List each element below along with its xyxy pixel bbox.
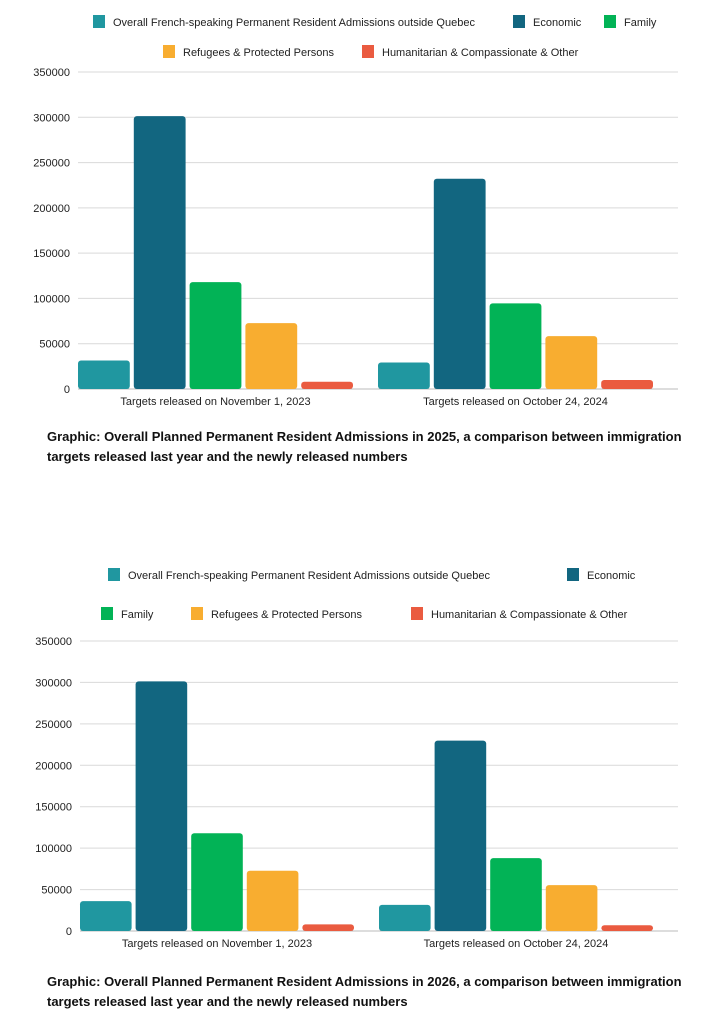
y-tick-label: 300000	[35, 677, 72, 689]
chart-2025: 0 50000 100000 150000 200000 250000 300000 3500…	[33, 15, 678, 408]
legend-swatch-refugees	[191, 607, 203, 620]
bar-economic	[434, 740, 487, 931]
bar-humanitarian	[302, 924, 354, 931]
bar-french	[379, 904, 431, 931]
legend-label-humanitarian: Humanitarian & Compassionate & Other	[431, 609, 628, 621]
y-tick-label: 250000	[35, 719, 72, 731]
bar-economic	[133, 116, 186, 390]
bar-french	[378, 362, 430, 389]
y-tick-label: 50000	[41, 885, 72, 897]
legend-swatch-refugees	[163, 45, 175, 58]
bar-humanitarian	[601, 925, 653, 931]
y-tick-label: 200000	[35, 760, 72, 772]
legend-label-economic: Economic	[533, 17, 582, 29]
bar-family	[191, 833, 243, 931]
chart-caption-2026: Graphic: Overall Planned Permanent Resid…	[47, 974, 682, 1009]
y-tick-label: 350000	[33, 67, 70, 79]
y-tick-label: 0	[64, 384, 70, 396]
legend-label-family: Family	[121, 609, 154, 621]
legend-label-refugees: Refugees & Protected Persons	[183, 47, 335, 59]
bar-refugees	[245, 323, 298, 389]
category-label: Targets released on October 24, 2024	[423, 396, 608, 408]
bar-family	[489, 303, 542, 389]
bar-french	[78, 360, 130, 389]
legend-swatch-family	[101, 607, 113, 620]
legend-label-refugees: Refugees & Protected Persons	[211, 609, 363, 621]
legend-swatch-economic	[567, 568, 579, 581]
y-tick-label: 0	[66, 926, 72, 938]
legend-swatch-french	[93, 15, 105, 28]
bar-refugees	[545, 336, 598, 389]
category-label: Targets released on October 24, 2024	[424, 938, 609, 950]
legend-swatch-economic	[513, 15, 525, 28]
chart-caption-2025: Graphic: Overall Planned Permanent Resid…	[47, 429, 682, 464]
bar-humanitarian	[301, 381, 353, 389]
category-label: Targets released on November 1, 2023	[120, 396, 310, 408]
legend-label-family: Family	[624, 17, 657, 29]
y-tick-label: 150000	[35, 802, 72, 814]
bar-family	[490, 858, 542, 931]
legend-swatch-humanitarian	[362, 45, 374, 58]
legend-label-humanitarian: Humanitarian & Compassionate & Other	[382, 47, 579, 59]
chart-2026: 0 50000 100000 150000 200000 250000 300000 3500…	[35, 568, 678, 950]
legend-swatch-french	[108, 568, 120, 581]
legend-swatch-humanitarian	[411, 607, 423, 620]
legend-swatch-family	[604, 15, 616, 28]
legend-label-french: Overall French-speaking Permanent Reside…	[128, 570, 490, 582]
bar-economic	[135, 681, 188, 931]
bar-refugees	[545, 885, 598, 931]
y-tick-label: 100000	[33, 293, 70, 305]
legend-label-french: Overall French-speaking Permanent Reside…	[113, 17, 475, 29]
bar-humanitarian	[601, 379, 653, 389]
y-tick-label: 300000	[33, 112, 70, 124]
bar-economic	[433, 178, 486, 389]
y-tick-label: 150000	[33, 248, 70, 260]
bar-french	[80, 901, 132, 931]
bar-refugees	[246, 870, 299, 931]
bar-family	[189, 282, 242, 389]
category-label: Targets released on November 1, 2023	[122, 938, 312, 950]
y-tick-label: 200000	[33, 203, 70, 215]
legend-label-economic: Economic	[587, 570, 636, 582]
y-tick-label: 100000	[35, 843, 72, 855]
y-tick-label: 250000	[33, 158, 70, 170]
y-tick-label: 50000	[39, 339, 70, 351]
y-tick-label: 350000	[35, 636, 72, 648]
